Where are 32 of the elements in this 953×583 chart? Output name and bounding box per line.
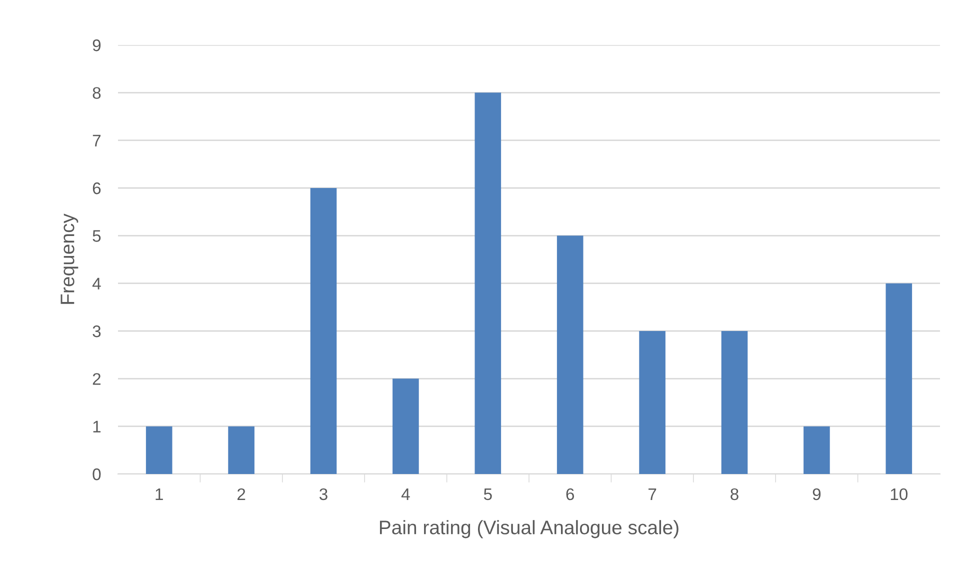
x-tick-label: 9 <box>812 488 821 500</box>
y-tick-label: 8 <box>92 87 101 99</box>
y-tick-label: 1 <box>93 420 101 432</box>
bar <box>146 426 172 474</box>
bar <box>886 283 912 474</box>
x-tick-label: 3 <box>320 488 328 500</box>
x-tick-label: 10 <box>890 488 908 500</box>
bar <box>228 426 254 474</box>
x-tick-label: 7 <box>648 488 656 500</box>
bar <box>474 92 502 474</box>
bar <box>804 426 830 474</box>
y-tick-label: 0 <box>92 468 101 480</box>
y-tick-label: 2 <box>92 373 100 385</box>
bar <box>721 331 748 474</box>
y-tick-label: 4 <box>92 278 101 290</box>
y-tick-label: 5 <box>92 230 101 242</box>
y-tick-label: 7 <box>92 134 100 146</box>
bar <box>310 188 337 474</box>
bar <box>639 331 666 474</box>
x-tick-label: 5 <box>484 488 492 500</box>
y-tick-label: 9 <box>92 39 101 52</box>
bar <box>392 378 419 474</box>
bar <box>556 236 584 474</box>
x-tick-label: 8 <box>730 488 738 500</box>
x-tick-label: 2 <box>238 488 246 500</box>
x-tick-label: 4 <box>401 488 410 500</box>
x-axis-title: Pain rating (Visual Analogue scale) <box>380 520 678 538</box>
y-axis-title: Frequency <box>60 214 78 304</box>
x-tick-label: 1 <box>156 488 163 500</box>
y-tick-label: 6 <box>92 182 101 194</box>
x-tick-label: 6 <box>566 488 574 500</box>
y-tick-label: 3 <box>92 325 101 338</box>
